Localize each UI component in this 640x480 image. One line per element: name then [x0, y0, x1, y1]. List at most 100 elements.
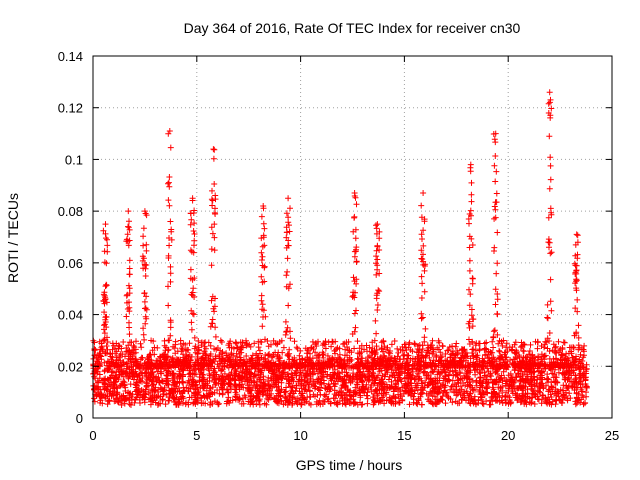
data-point	[519, 394, 526, 401]
data-point	[385, 349, 392, 356]
data-point	[177, 337, 184, 344]
data-point	[509, 378, 516, 385]
data-point	[296, 388, 303, 395]
data-point	[207, 401, 214, 408]
data-point	[101, 368, 108, 375]
data-point	[147, 376, 154, 382]
data-point	[534, 374, 541, 381]
data-point	[148, 370, 155, 377]
data-point	[275, 349, 282, 356]
data-point	[176, 388, 183, 395]
data-point	[341, 376, 348, 383]
data-point	[555, 338, 562, 345]
data-point	[573, 353, 579, 360]
data-point	[583, 361, 590, 368]
data-point	[224, 362, 231, 369]
data-point	[189, 376, 196, 383]
data-point	[490, 354, 497, 361]
data-point	[442, 400, 449, 407]
data-point	[169, 354, 176, 361]
data-point	[174, 348, 181, 355]
data-point	[232, 370, 239, 377]
data-point	[233, 340, 240, 347]
data-point	[285, 302, 292, 309]
data-point	[465, 320, 472, 327]
data-point	[572, 305, 579, 312]
data-point	[169, 385, 175, 392]
data-point	[196, 371, 203, 378]
data-point	[337, 388, 344, 395]
data-point	[109, 340, 116, 347]
data-point	[421, 384, 428, 391]
data-point	[493, 397, 500, 404]
data-point	[412, 341, 418, 348]
data-point	[543, 382, 550, 389]
data-point	[497, 352, 504, 359]
data-point	[336, 345, 343, 352]
data-point	[198, 394, 205, 401]
data-point	[424, 349, 431, 356]
data-point	[112, 361, 119, 368]
data-point	[481, 369, 488, 376]
data-point	[225, 342, 232, 349]
data-point	[101, 381, 108, 388]
data-point	[180, 379, 187, 385]
data-point	[143, 379, 149, 386]
data-point	[316, 357, 323, 364]
data-point	[437, 349, 444, 356]
data-point	[429, 363, 436, 370]
data-point	[529, 379, 536, 386]
data-point	[497, 385, 504, 392]
data-point	[580, 354, 587, 361]
data-point	[243, 353, 250, 359]
data-point	[381, 400, 388, 407]
data-point	[413, 400, 420, 407]
data-point	[479, 384, 486, 390]
data-point	[416, 375, 423, 382]
data-point	[583, 383, 590, 390]
data-point	[418, 380, 425, 387]
data-point	[462, 382, 469, 389]
data-point	[229, 397, 236, 404]
data-point	[263, 401, 270, 408]
data-point	[543, 339, 550, 346]
data-point	[380, 390, 387, 397]
data-point	[544, 314, 551, 321]
data-point	[487, 371, 494, 378]
data-point	[256, 401, 263, 408]
data-point	[542, 338, 549, 345]
data-point	[527, 341, 534, 348]
data-point	[439, 343, 446, 350]
data-point	[374, 395, 381, 402]
data-point	[531, 401, 538, 407]
data-point	[165, 302, 172, 309]
data-point	[581, 342, 588, 349]
data-point	[428, 390, 435, 396]
data-point	[395, 349, 402, 356]
data-point	[473, 382, 480, 389]
data-point	[195, 338, 202, 344]
data-point	[325, 395, 332, 402]
data-point	[563, 367, 570, 374]
data-point	[451, 388, 457, 395]
data-point	[191, 334, 198, 341]
data-point	[207, 342, 214, 349]
data-point	[332, 395, 339, 402]
data-point	[435, 368, 442, 375]
data-point	[545, 386, 552, 393]
data-point	[391, 338, 398, 344]
data-point	[301, 386, 308, 393]
data-point	[247, 369, 253, 376]
data-points	[90, 89, 590, 408]
data-point	[238, 356, 244, 363]
data-point	[140, 331, 147, 338]
x-axis-label: GPS time / hours	[296, 457, 403, 473]
data-point	[469, 323, 476, 330]
data-point	[282, 400, 289, 406]
data-point	[286, 380, 293, 387]
data-point	[575, 380, 582, 387]
data-point	[232, 381, 239, 388]
data-point	[308, 344, 315, 351]
data-point	[468, 312, 475, 319]
data-point	[304, 347, 311, 354]
